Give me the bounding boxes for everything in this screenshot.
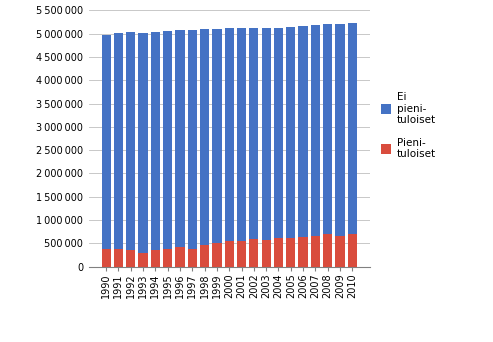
Bar [188, 249, 197, 267]
Bar [262, 240, 271, 267]
Bar [114, 249, 123, 267]
Legend: Ei
pieni-
tuloiset, Pieni-
tuloiset: Ei pieni- tuloiset, Pieni- tuloiset [378, 89, 439, 162]
Bar [102, 249, 111, 267]
Bar [286, 27, 295, 238]
Bar [176, 30, 184, 247]
Bar [212, 243, 221, 267]
Bar [200, 29, 209, 245]
Bar [262, 28, 271, 240]
Bar [114, 33, 123, 249]
Bar [274, 27, 283, 238]
Bar [249, 239, 258, 267]
Bar [126, 32, 136, 250]
Bar [323, 234, 332, 267]
Bar [348, 234, 357, 267]
Bar [163, 31, 173, 249]
Bar [102, 36, 111, 249]
Bar [348, 23, 357, 234]
Bar [139, 32, 148, 253]
Bar [249, 28, 258, 239]
Bar [237, 241, 246, 267]
Bar [212, 29, 221, 243]
Bar [335, 24, 345, 236]
Bar [151, 32, 160, 250]
Bar [151, 250, 160, 267]
Bar [176, 247, 184, 267]
Bar [335, 236, 345, 267]
Bar [311, 236, 320, 267]
Bar [225, 28, 234, 241]
Bar [163, 249, 173, 267]
Bar [323, 24, 332, 234]
Bar [286, 238, 295, 267]
Bar [237, 28, 246, 241]
Bar [298, 26, 308, 237]
Bar [298, 237, 308, 267]
Bar [311, 25, 320, 236]
Bar [225, 241, 234, 267]
Bar [126, 250, 136, 267]
Bar [188, 30, 197, 249]
Bar [139, 253, 148, 267]
Bar [200, 245, 209, 267]
Bar [274, 238, 283, 267]
